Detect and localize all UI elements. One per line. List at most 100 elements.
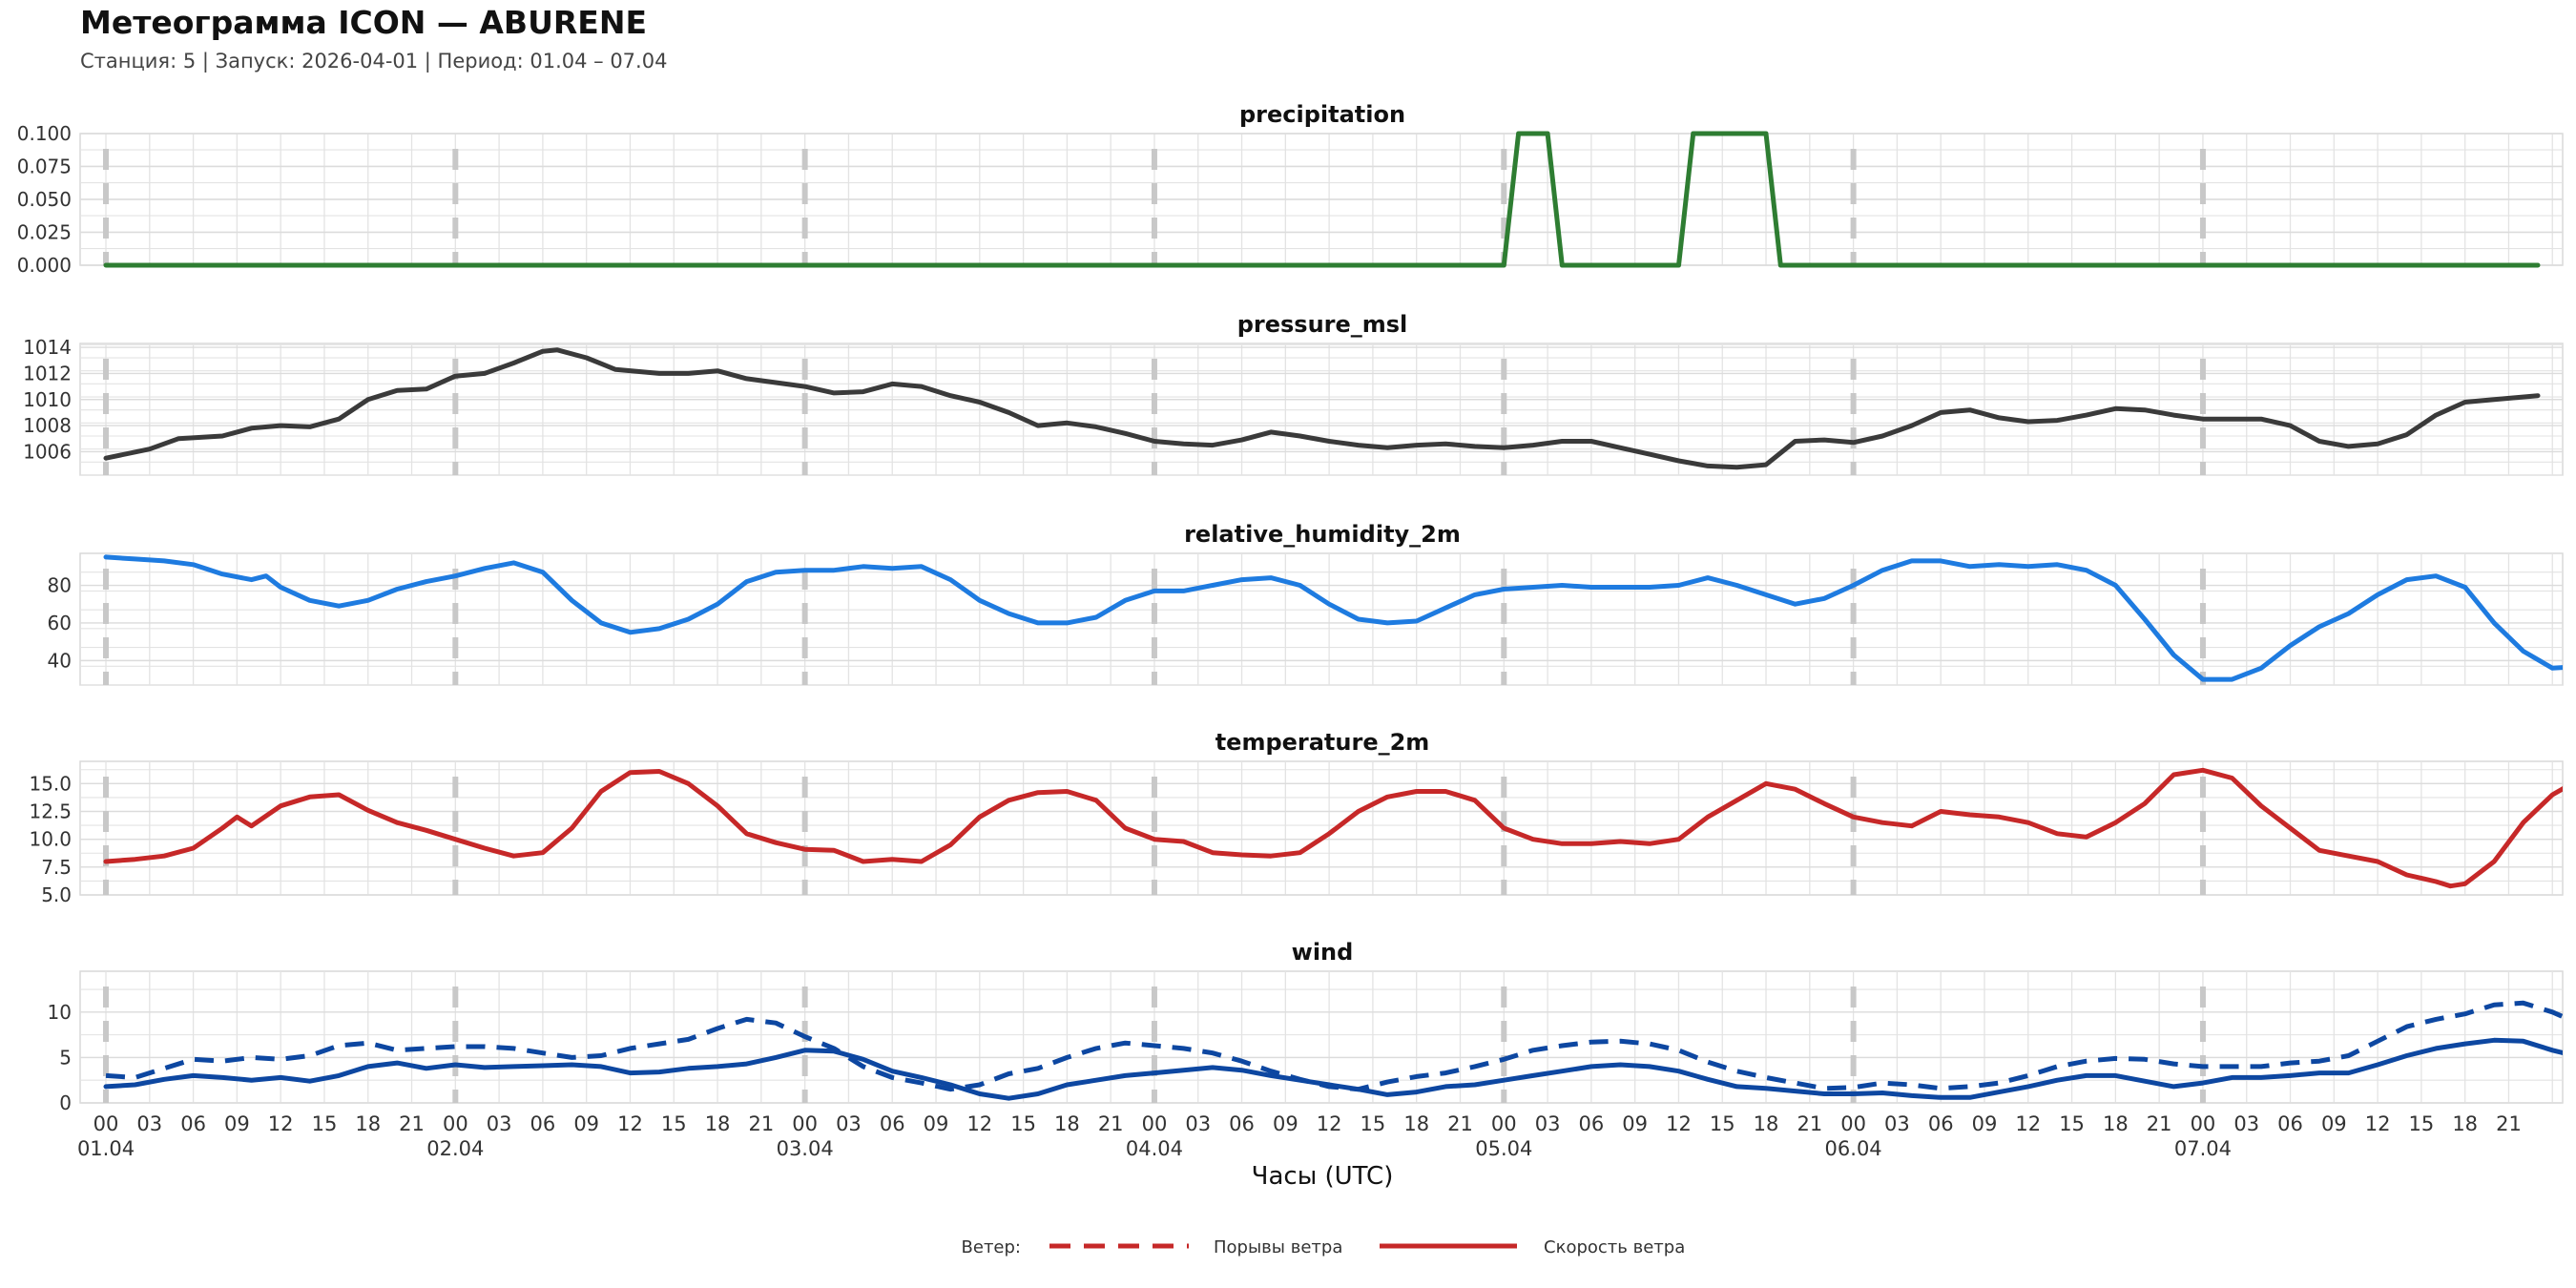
x-tick-label: 18	[1403, 1112, 1429, 1135]
x-day-label: 04.04	[1126, 1137, 1183, 1160]
x-tick-label: 18	[1054, 1112, 1080, 1135]
x-tick-label: 03	[836, 1112, 862, 1135]
x-tick-label: 15	[1361, 1112, 1386, 1135]
panel-title: pressure_msl	[1237, 311, 1408, 338]
x-tick-label: 00	[792, 1112, 818, 1135]
series-line-pressure-msl	[103, 347, 2541, 470]
y-tick-label: 10.0	[29, 828, 72, 851]
y-tick-label: 0.075	[17, 156, 72, 178]
x-tick-label: 00	[93, 1112, 119, 1135]
x-axis-label: Часы (UTC)	[1252, 1162, 1394, 1191]
chart-subtitle: Станция: 5 | Запуск: 2026-04-01 | Период…	[80, 50, 668, 73]
x-tick-label: 09	[924, 1112, 949, 1135]
x-tick-label: 12	[2015, 1112, 2041, 1135]
y-tick-label: 7.5	[41, 856, 72, 879]
x-tick-label: 06	[2277, 1112, 2303, 1135]
x-tick-label: 00	[1840, 1112, 1866, 1135]
x-tick-label: 06	[530, 1112, 556, 1135]
x-tick-label: 12	[966, 1112, 992, 1135]
series-line-temperature-2m	[103, 767, 2563, 889]
x-tick-label: 09	[1273, 1112, 1298, 1135]
x-tick-label: 03	[487, 1112, 512, 1135]
x-tick-label: 03	[2233, 1112, 2259, 1135]
y-tick-label: 10	[48, 1001, 72, 1024]
x-tick-label: 03	[136, 1112, 162, 1135]
x-tick-label: 12	[1317, 1112, 1342, 1135]
y-tick-label: 0.025	[17, 221, 72, 244]
x-tick-label: 03	[1535, 1112, 1561, 1135]
x-tick-label: 18	[1754, 1112, 1779, 1135]
x-tick-label: 21	[399, 1112, 425, 1135]
x-tick-label: 12	[617, 1112, 643, 1135]
y-tick-label: 5.0	[41, 883, 72, 906]
y-tick-label: 1010	[23, 388, 72, 411]
x-day-label: 02.04	[426, 1137, 484, 1160]
y-tick-label: 5	[59, 1046, 72, 1069]
x-tick-label: 03	[1185, 1112, 1211, 1135]
x-tick-label: 06	[1229, 1112, 1255, 1135]
y-tick-label: 0.100	[17, 122, 72, 145]
y-tick-label: 0.000	[17, 254, 72, 277]
x-tick-label: 00	[1491, 1112, 1517, 1135]
x-tick-label: 09	[573, 1112, 599, 1135]
x-tick-label: 00	[1142, 1112, 1168, 1135]
x-tick-label: 09	[224, 1112, 250, 1135]
x-day-label: 01.04	[77, 1137, 135, 1160]
x-day-label: 03.04	[777, 1137, 834, 1160]
legend-title: Ветер:	[962, 1237, 1021, 1257]
x-day-label: 05.04	[1475, 1137, 1532, 1160]
x-tick-label: 21	[1447, 1112, 1473, 1135]
panel-title: precipitation	[1239, 101, 1405, 128]
x-tick-label: 06	[1579, 1112, 1605, 1135]
x-tick-label: 15	[312, 1112, 338, 1135]
x-tick-label: 18	[2103, 1112, 2129, 1135]
x-tick-label: 06	[180, 1112, 206, 1135]
y-tick-label: 1012	[23, 362, 72, 384]
x-tick-label: 18	[2452, 1112, 2478, 1135]
x-tick-label: 15	[661, 1112, 687, 1135]
x-tick-label: 00	[443, 1112, 468, 1135]
y-tick-label: 40	[48, 649, 72, 672]
series-line-wind-gusts	[105, 1000, 2563, 1092]
x-tick-label: 06	[1928, 1112, 1954, 1135]
y-tick-label: 80	[48, 574, 72, 597]
x-tick-label: 09	[1972, 1112, 1998, 1135]
x-tick-label: 18	[705, 1112, 731, 1135]
panel-title: wind	[1292, 939, 1354, 966]
x-tick-label: 12	[268, 1112, 294, 1135]
chart-title: Метеограмма ICON — ABURENE	[80, 4, 647, 41]
panel-frame	[79, 552, 2564, 686]
x-tick-label: 15	[1710, 1112, 1735, 1135]
x-tick-label: 21	[2147, 1112, 2172, 1135]
y-tick-label: 12.5	[29, 800, 72, 823]
x-tick-label: 15	[1010, 1112, 1036, 1135]
series-line-relative-humidity-2m	[103, 554, 2563, 682]
y-tick-label: 1006	[23, 440, 72, 463]
x-tick-label: 09	[2321, 1112, 2347, 1135]
x-tick-label: 09	[1622, 1112, 1648, 1135]
y-tick-label: 60	[48, 612, 72, 634]
legend-gusts-label: Порывы ветра	[1214, 1237, 1342, 1257]
panel-frame	[79, 343, 2564, 476]
panel-title: relative_humidity_2m	[1184, 521, 1461, 548]
x-day-label: 06.04	[1825, 1137, 1882, 1160]
y-tick-label: 15.0	[29, 772, 72, 795]
legend: Ветер: Порывы ветра Скорость ветра	[962, 1237, 1686, 1257]
x-day-label: 07.04	[2174, 1137, 2232, 1160]
panel-title: temperature_2m	[1215, 729, 1430, 756]
x-tick-label: 15	[2059, 1112, 2085, 1135]
series-line-precipitation	[103, 131, 2541, 268]
x-tick-label: 18	[355, 1112, 381, 1135]
panel-frame	[79, 760, 2564, 896]
x-tick-label: 21	[2496, 1112, 2522, 1135]
x-tick-label: 21	[1797, 1112, 1822, 1135]
series-line-wind-speed	[103, 1037, 2563, 1101]
y-tick-label: 1008	[23, 414, 72, 437]
y-tick-label: 0.050	[17, 188, 72, 211]
y-tick-label: 1014	[23, 336, 72, 359]
x-tick-label: 21	[748, 1112, 774, 1135]
x-tick-label: 06	[880, 1112, 905, 1135]
x-tick-label: 21	[1098, 1112, 1124, 1135]
x-tick-label: 03	[1884, 1112, 1910, 1135]
